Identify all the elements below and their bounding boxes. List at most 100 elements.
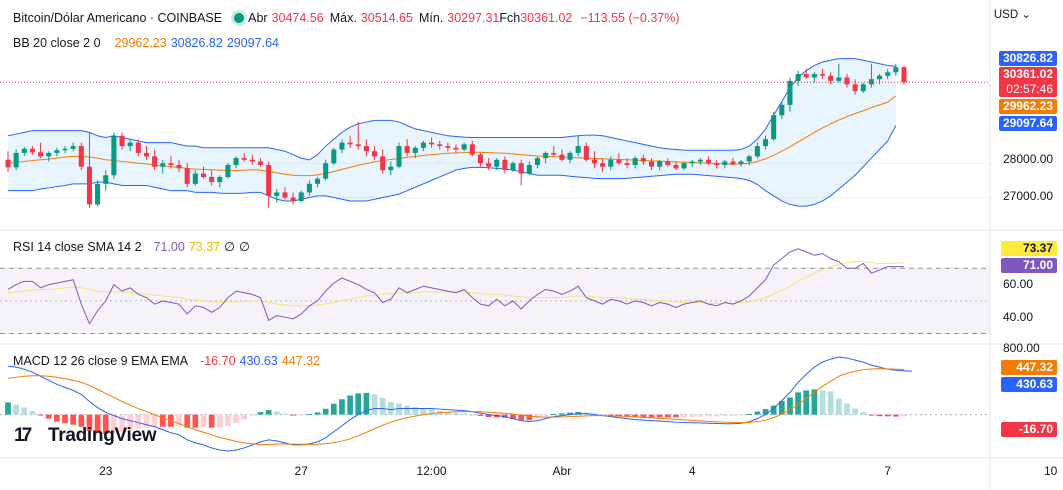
candle-body	[290, 197, 296, 201]
macd-hist-bar	[754, 411, 761, 415]
candle-body	[738, 161, 744, 164]
candle-body	[730, 161, 736, 164]
currency-selector[interactable]: USD ⌄	[994, 7, 1031, 21]
time-tick-label: 4	[689, 464, 696, 478]
macd-hist-bar	[664, 414, 671, 418]
macd-hist-bar	[730, 414, 736, 416]
candle-body	[298, 192, 304, 201]
macd-hist-bar	[453, 412, 459, 415]
macd-hist-bar	[844, 403, 850, 415]
candle-body	[127, 142, 133, 147]
candle-body	[551, 152, 557, 155]
macd-hist-bar	[835, 398, 842, 415]
high-value: 30514.65	[360, 11, 413, 25]
bar-countdown: 02:57:46	[1006, 82, 1053, 96]
candle-body	[681, 163, 687, 169]
macd-hist-bar	[550, 414, 557, 416]
candle-body	[404, 146, 410, 153]
macd-hist-bar	[102, 414, 109, 434]
rsi-legend[interactable]: RSI 14 close SMA 14 2 71.00 73.37 ∅ ∅	[13, 239, 254, 254]
macd-hist-bar	[322, 408, 329, 415]
candle-body	[877, 75, 883, 80]
candle-body	[306, 183, 312, 193]
macd-hist-bar	[445, 411, 451, 415]
candle-body	[860, 84, 866, 92]
macd-hist-bar	[184, 414, 191, 428]
change-value: −113.55 (−0.37%)	[580, 11, 680, 25]
candle-body	[347, 142, 353, 145]
macd-hist-bar	[273, 411, 280, 415]
macd-hist-bar	[469, 414, 476, 416]
candle-body	[811, 74, 817, 78]
macd-hist-bar	[298, 414, 305, 416]
macd-hist-bar	[787, 397, 793, 415]
macd-hist-bar	[45, 414, 52, 419]
candle-body	[363, 146, 369, 152]
candle-body	[502, 159, 508, 171]
last-price-value: 30361.02	[1002, 67, 1053, 81]
macd-hist-bar	[811, 389, 818, 415]
macd-hist-bar	[412, 407, 419, 415]
macd-hist-bar	[485, 414, 492, 418]
candle-body	[184, 168, 190, 184]
price-tick-label: 28000.00	[1003, 152, 1054, 166]
bb-lower-badge: 29097.64	[998, 116, 1057, 131]
macd-hist-bar	[542, 414, 549, 417]
candle-body	[78, 146, 84, 167]
candle-body	[543, 152, 549, 159]
candle-body	[779, 104, 785, 116]
macd-line	[7, 356, 913, 452]
rsi-extra-1: ∅	[224, 240, 235, 254]
macd-legend[interactable]: MACD 12 26 close 9 EMA EMA -16.70 430.63 44…	[13, 354, 324, 368]
macd-hist-bar	[265, 410, 272, 415]
macd-hist-bar	[371, 394, 378, 415]
macd-hist-bar	[111, 414, 117, 433]
macd-hist-bar	[762, 409, 769, 415]
macd-hist-bar	[697, 414, 704, 417]
macd-hist-bar	[257, 412, 264, 415]
candle-body	[665, 161, 671, 165]
tradingview-logo[interactable]: 17 TradingView	[14, 425, 157, 447]
candle-body	[844, 77, 850, 85]
macd-hist-bar	[738, 414, 744, 416]
rsi-line	[7, 248, 904, 325]
macd-hist-bar	[225, 414, 231, 427]
candle-body	[657, 161, 663, 167]
candle-body	[714, 163, 720, 165]
candle-body	[38, 152, 44, 157]
macd-hist-bar	[819, 390, 826, 415]
close-value: 30361.02	[520, 11, 573, 25]
candle-body	[771, 115, 777, 140]
candle-body	[486, 163, 492, 167]
macd-line-badge: 430.63	[1001, 377, 1057, 392]
candle-body	[559, 154, 565, 160]
macd-hist-badge: -16.70	[1001, 422, 1057, 437]
candle-body	[575, 146, 581, 153]
macd-hist-bar	[510, 414, 516, 420]
macd-hist-bar	[5, 402, 11, 415]
open-value: 30474.56	[271, 11, 324, 25]
macd-hist-bar	[21, 407, 28, 415]
candle-body	[429, 142, 435, 145]
macd-hist-bar	[559, 413, 565, 415]
macd-hist-bar	[339, 399, 345, 415]
macd-hist-bar	[640, 414, 647, 418]
time-tick-label: 12:00	[417, 464, 447, 478]
candle-body	[420, 142, 426, 148]
macd-hist-bar	[673, 414, 679, 418]
candle-body	[5, 159, 11, 168]
candle-body	[600, 163, 606, 167]
candle-body	[315, 178, 321, 184]
candle-body	[632, 158, 638, 165]
candle-body	[225, 164, 231, 177]
bb-basis-badge: 29962.23	[998, 99, 1057, 114]
candle-body	[266, 164, 272, 196]
bb-legend[interactable]: BB 20 close 2 0 29962.23 30826.82 29097.64	[13, 36, 283, 50]
macd-hist-bar	[591, 413, 598, 415]
macd-signal-badge: 447.32	[1001, 360, 1057, 375]
symbol-title[interactable]: Bitcoin/Dólar Americano · COINBASE	[13, 11, 223, 25]
candle-body	[697, 159, 703, 162]
candle-body	[640, 158, 646, 162]
macd-hist-bar	[290, 414, 296, 416]
